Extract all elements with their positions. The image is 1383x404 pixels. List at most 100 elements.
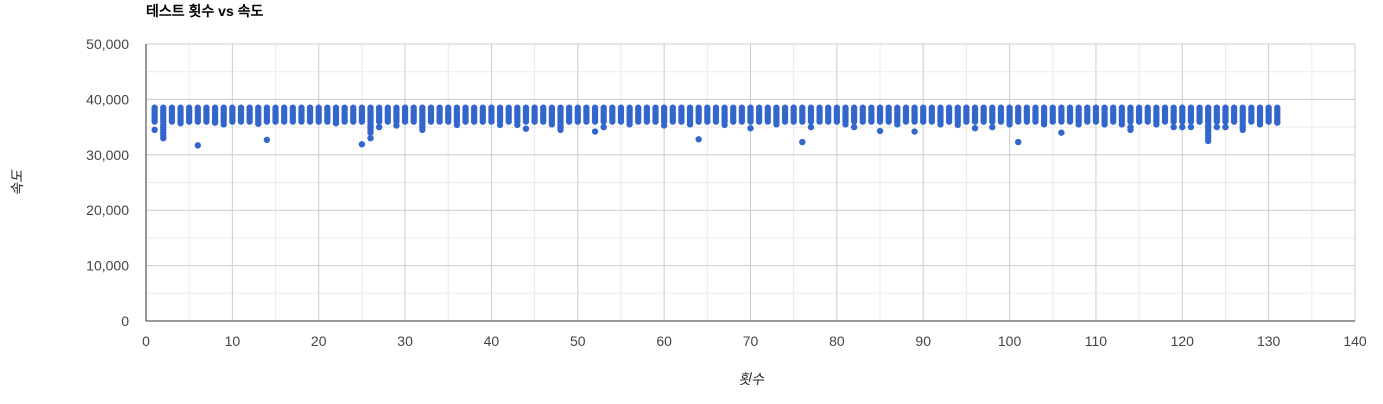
data-point (565, 118, 573, 125)
data-point (1179, 123, 1186, 131)
data-point (1049, 118, 1056, 125)
data-point (557, 126, 564, 134)
data-point (419, 126, 426, 134)
data-point (695, 136, 702, 143)
data-point (686, 121, 694, 128)
data-point (540, 118, 547, 125)
data-point (427, 118, 435, 125)
data-point (1118, 121, 1126, 128)
data-point (194, 118, 202, 125)
data-point (1084, 118, 1091, 125)
data-point (315, 118, 322, 125)
data-point (194, 142, 202, 149)
x-tick-label: 90 (915, 333, 931, 349)
data-point (807, 118, 815, 125)
data-point (937, 121, 944, 128)
data-point (436, 118, 443, 125)
data-point (781, 118, 789, 125)
y-tick-label: 10,000 (86, 258, 129, 274)
data-point (185, 118, 193, 125)
data-point (479, 118, 486, 125)
data-point (280, 118, 288, 125)
data-point (375, 118, 383, 125)
data-point (531, 118, 538, 125)
data-point (617, 118, 625, 125)
chart-title: 테스트 횟수 vs 속도 (146, 3, 264, 19)
data-point (220, 121, 227, 128)
x-tick-label: 10 (225, 333, 241, 349)
data-point (695, 118, 702, 125)
data-point (1127, 126, 1134, 134)
data-point (600, 123, 607, 131)
data-point (799, 138, 806, 146)
x-axis-title: 횟수 (738, 371, 765, 387)
data-point (1222, 118, 1229, 125)
data-point (989, 123, 996, 131)
data-point (1170, 118, 1177, 125)
data-point (850, 118, 858, 125)
data-point (1135, 118, 1143, 125)
data-point (1127, 118, 1134, 125)
data-point (1222, 123, 1229, 131)
data-point (730, 118, 737, 125)
x-tick-label: 50 (570, 333, 586, 349)
data-point (341, 118, 348, 125)
data-point (384, 118, 391, 125)
data-point (1058, 129, 1065, 136)
data-point (894, 121, 901, 128)
data-point (609, 118, 616, 125)
x-tick-label: 40 (484, 333, 500, 349)
data-point (1153, 121, 1160, 128)
data-point (643, 118, 651, 125)
data-points (151, 104, 1281, 149)
data-point (358, 118, 366, 125)
data-point (1187, 118, 1195, 125)
data-point (151, 126, 158, 134)
data-point (151, 118, 158, 125)
data-point (989, 118, 996, 125)
data-point (1032, 118, 1039, 125)
x-tick-label: 0 (142, 333, 150, 349)
data-point (1187, 123, 1195, 131)
x-tick-label: 20 (311, 333, 327, 349)
data-point (1092, 118, 1100, 125)
data-point (816, 118, 823, 125)
data-point (548, 121, 556, 128)
data-point (203, 118, 210, 125)
data-point (807, 123, 815, 131)
data-point (626, 121, 633, 128)
x-tick-label: 70 (743, 333, 759, 349)
data-point (246, 118, 253, 125)
data-point (272, 118, 279, 125)
grid-lines (146, 43, 1356, 321)
data-point (1274, 119, 1281, 126)
data-point (954, 121, 961, 129)
data-point (229, 118, 236, 125)
data-point (522, 118, 530, 125)
data-point (911, 128, 918, 135)
data-point (332, 120, 340, 127)
data-point (1006, 121, 1013, 128)
data-point (1144, 118, 1151, 125)
data-point (799, 118, 806, 125)
data-point (660, 122, 668, 129)
data-point (1066, 118, 1074, 125)
data-point (1265, 118, 1272, 125)
data-point (755, 118, 763, 125)
data-point (393, 122, 400, 129)
data-point (678, 118, 685, 125)
data-point (514, 121, 521, 129)
data-point (850, 123, 858, 131)
data-point (868, 118, 875, 125)
data-point (470, 118, 478, 125)
data-point (1040, 121, 1048, 128)
data-point (367, 134, 374, 142)
data-point (652, 118, 659, 125)
data-point (859, 118, 866, 125)
data-point (263, 136, 271, 144)
data-point (928, 118, 936, 125)
data-point (324, 118, 331, 125)
data-point (1230, 118, 1238, 125)
y-tick-label: 20,000 (86, 202, 129, 218)
data-point (825, 118, 832, 125)
